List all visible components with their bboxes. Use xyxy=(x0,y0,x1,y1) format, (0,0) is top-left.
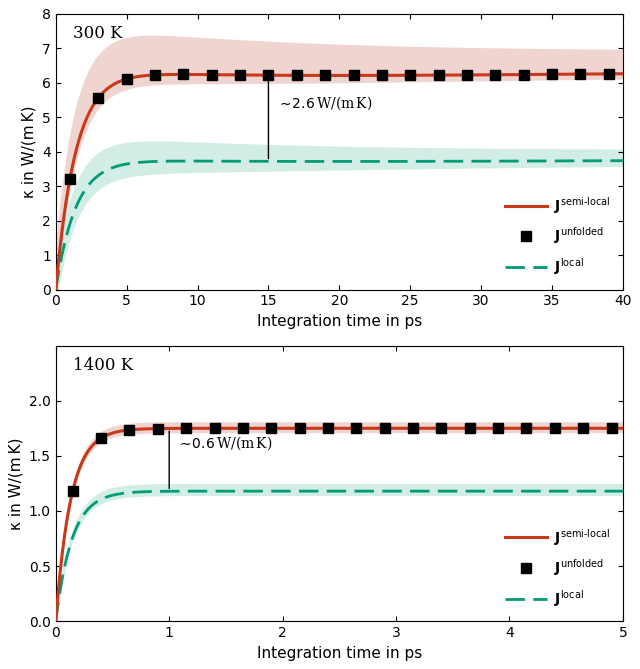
Text: $\sim\!2.6\,$W/(m$\,$K): $\sim\!2.6\,$W/(m$\,$K) xyxy=(277,94,372,112)
Legend: $\mathbf{J}^{\mathsf{semi\text{-}local}}$, $\mathbf{J}^{\mathsf{unfolded}}$, $\m: $\mathbf{J}^{\mathsf{semi\text{-}local}}… xyxy=(500,521,616,614)
Legend: $\mathbf{J}^{\mathsf{semi\text{-}local}}$, $\mathbf{J}^{\mathsf{unfolded}}$, $\m: $\mathbf{J}^{\mathsf{semi\text{-}local}}… xyxy=(500,189,616,282)
Text: 300 K: 300 K xyxy=(73,25,122,42)
Text: $\sim\!0.6\,$W/(m$\,$K): $\sim\!0.6\,$W/(m$\,$K) xyxy=(177,434,273,452)
Y-axis label: κ in W/(m K): κ in W/(m K) xyxy=(22,106,36,198)
Text: 1400 K: 1400 K xyxy=(73,357,133,373)
X-axis label: Integration time in ps: Integration time in ps xyxy=(257,314,422,329)
X-axis label: Integration time in ps: Integration time in ps xyxy=(257,646,422,661)
Y-axis label: κ in W/(m K): κ in W/(m K) xyxy=(8,437,23,530)
